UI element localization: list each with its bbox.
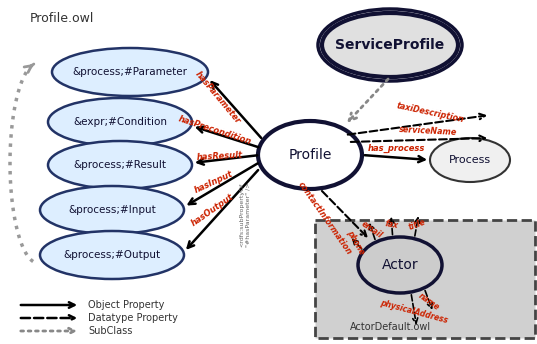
Text: <rdfs:subPropertyOf
"#hasParameter" />: <rdfs:subPropertyOf "#hasParameter" /> — [240, 183, 250, 247]
Text: title: title — [407, 217, 426, 232]
Ellipse shape — [258, 121, 362, 189]
Text: has_process: has_process — [367, 143, 425, 153]
Ellipse shape — [358, 237, 442, 293]
Text: fax: fax — [384, 219, 399, 230]
Text: hasOutput: hasOutput — [190, 192, 236, 228]
Text: Profile: Profile — [288, 148, 332, 162]
Ellipse shape — [40, 231, 184, 279]
Text: ServiceProfile: ServiceProfile — [336, 38, 445, 52]
Ellipse shape — [48, 98, 192, 146]
Text: &process;#Output: &process;#Output — [63, 250, 161, 260]
Text: ActorDefault.owl: ActorDefault.owl — [350, 322, 431, 332]
Bar — [315, 220, 535, 338]
Text: hasParameter: hasParameter — [193, 70, 243, 126]
Text: phone: phone — [345, 229, 367, 257]
Text: email: email — [360, 219, 384, 240]
Text: SubClass: SubClass — [88, 326, 133, 336]
Text: contactInformation: contactInformation — [296, 180, 354, 256]
Ellipse shape — [48, 141, 192, 189]
Text: hasPrecondition: hasPrecondition — [177, 114, 253, 146]
Ellipse shape — [40, 186, 184, 234]
Ellipse shape — [322, 13, 458, 77]
Text: &process;#Parameter: &process;#Parameter — [72, 67, 187, 77]
Ellipse shape — [52, 48, 208, 96]
Text: &process;#Input: &process;#Input — [68, 205, 156, 215]
Text: serviceName: serviceName — [399, 125, 458, 137]
Text: hasResult: hasResult — [197, 150, 243, 162]
Text: taxiDescription: taxiDescription — [395, 101, 465, 125]
Text: name: name — [417, 291, 441, 312]
Text: Process: Process — [449, 155, 491, 165]
Text: Actor: Actor — [382, 258, 418, 272]
Text: Profile.owl: Profile.owl — [30, 12, 95, 25]
Ellipse shape — [430, 138, 510, 182]
Text: &expr;#Condition: &expr;#Condition — [73, 117, 167, 127]
Text: Datatype Property: Datatype Property — [88, 313, 178, 323]
Text: Object Property: Object Property — [88, 300, 164, 310]
Text: &process;#Result: &process;#Result — [74, 160, 166, 170]
Text: hasInput: hasInput — [193, 169, 235, 195]
Text: physicalAddress: physicalAddress — [379, 298, 449, 325]
